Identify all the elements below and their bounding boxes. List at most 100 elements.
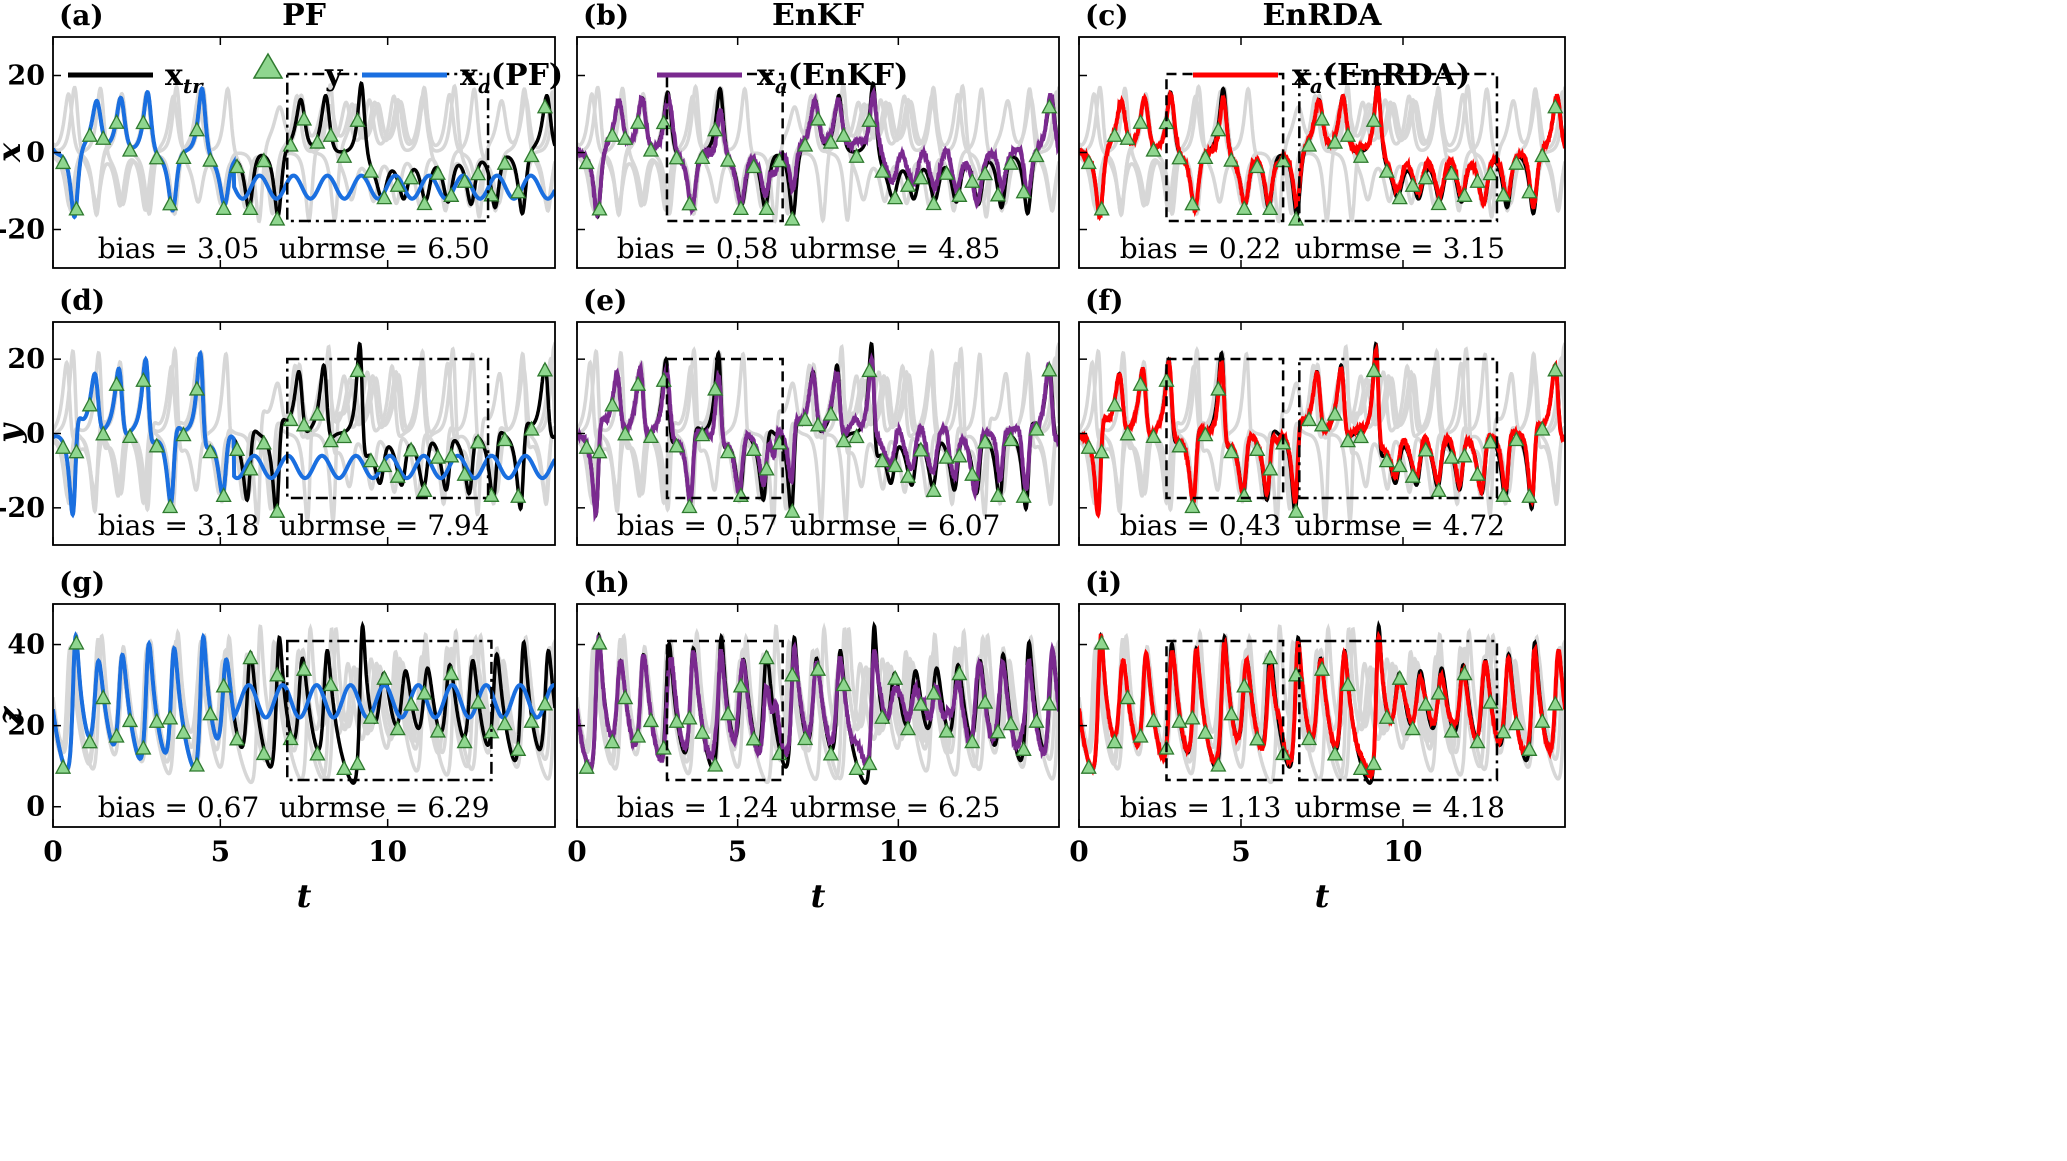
observation-marker xyxy=(215,199,232,215)
observation-marker xyxy=(1313,660,1331,676)
observation-marker xyxy=(1547,98,1564,114)
plot-area xyxy=(577,620,1059,785)
observation-marker xyxy=(719,151,737,167)
observation-marker xyxy=(1262,649,1279,665)
observation-marker xyxy=(694,426,711,442)
observation-marker xyxy=(758,649,775,665)
observation-marker xyxy=(989,486,1007,502)
observation-marker xyxy=(1132,113,1149,129)
observation-marker xyxy=(1197,723,1214,739)
observation-marker xyxy=(925,684,942,700)
observation-marker xyxy=(1326,133,1344,149)
observation-marker xyxy=(938,722,955,738)
observation-marker xyxy=(1080,154,1097,170)
observation-marker xyxy=(951,186,968,202)
observation-marker xyxy=(604,396,621,412)
axes-frame xyxy=(1078,603,1566,828)
observation-marker xyxy=(1171,149,1188,165)
observation-marker xyxy=(1002,154,1019,170)
observation-marker xyxy=(1443,722,1460,738)
observation-marker xyxy=(1339,126,1357,142)
x-tick-label: 10 xyxy=(1384,835,1423,868)
observation-marker xyxy=(148,149,165,165)
x-tick-label: 10 xyxy=(879,835,918,868)
observation-marker xyxy=(148,712,165,728)
observation-marker xyxy=(629,375,647,391)
observation-marker xyxy=(1456,186,1473,202)
observation-marker xyxy=(349,755,366,771)
observation-marker xyxy=(510,740,527,756)
bias-text: bias = 0.22 xyxy=(1120,232,1282,265)
observation-marker xyxy=(1365,755,1382,771)
highlight-box-dashed xyxy=(1165,357,1285,500)
observation-marker xyxy=(1430,684,1447,700)
observation-marker xyxy=(1482,165,1499,181)
panel-label: (a) xyxy=(59,0,104,32)
observation-marker xyxy=(912,441,929,457)
observation-marker xyxy=(1378,708,1395,724)
observation-marker xyxy=(1119,425,1136,441)
observation-marker xyxy=(848,759,865,776)
panel-b: (b) bias = 0.58 ubrmse = 4.85 xyxy=(576,0,1060,269)
observation-marker xyxy=(121,141,139,157)
observation-marker xyxy=(269,666,286,682)
observation-marker xyxy=(135,371,152,387)
observation-marker xyxy=(349,111,366,127)
observation-marker xyxy=(642,428,659,444)
panel-label: (e) xyxy=(583,284,627,317)
x-tick-label: 0 xyxy=(1069,835,1088,868)
y-tick-label: 0 xyxy=(26,419,45,450)
x-tick-label: 0 xyxy=(567,835,586,868)
highlight-box-dashed xyxy=(665,639,784,782)
observation-marker xyxy=(1145,428,1162,444)
observation-marker xyxy=(1508,431,1525,447)
x-axis-label: t xyxy=(297,877,312,915)
observation-marker xyxy=(591,200,608,216)
y-tick-label: -20 xyxy=(0,215,45,246)
observation-marker xyxy=(443,447,460,463)
observation-marker xyxy=(617,129,634,145)
observation-marker xyxy=(469,433,487,449)
observation-marker xyxy=(108,727,125,743)
observation-marker xyxy=(1028,420,1045,436)
observation-marker xyxy=(887,189,904,205)
panel-c: (c) bias = 0.22 ubrmse = 3.15 xyxy=(1078,0,1566,269)
bias-text: bias = 3.05 xyxy=(98,232,260,265)
y-tick-label: 0 xyxy=(26,792,45,823)
panel-e: (e) bias = 0.57 ubrmse = 6.07 xyxy=(576,284,1060,546)
observation-marker xyxy=(175,426,192,442)
observation-marker xyxy=(416,684,433,700)
observation-marker xyxy=(1326,405,1344,421)
observation-marker xyxy=(591,443,608,459)
observation-marker xyxy=(215,487,232,503)
observation-marker xyxy=(1365,111,1382,127)
observation-marker xyxy=(912,169,929,185)
ubrmse-text: ubrmse = 6.29 xyxy=(279,791,489,824)
observation-marker xyxy=(1443,164,1460,180)
observation-marker xyxy=(403,441,420,457)
observation-marker xyxy=(1521,487,1538,503)
observation-marker xyxy=(108,375,125,391)
observation-marker xyxy=(162,195,179,211)
observation-marker xyxy=(1300,411,1318,427)
observation-marker xyxy=(951,447,968,463)
observation-marker xyxy=(848,147,865,163)
observation-marker xyxy=(255,745,272,761)
y-axis-label: z xyxy=(0,706,28,726)
observation-marker xyxy=(848,428,865,444)
bias-text: bias = 0.43 xyxy=(1120,509,1282,542)
bias-text: bias = 0.58 xyxy=(617,232,779,265)
observation-marker xyxy=(1145,712,1162,728)
observation-marker xyxy=(469,165,487,181)
observation-marker xyxy=(376,669,393,685)
ubrmse-text: ubrmse = 4.72 xyxy=(1295,509,1505,542)
observation-marker xyxy=(510,487,527,503)
observation-marker xyxy=(416,481,433,497)
ubrmse-text: ubrmse = 6.50 xyxy=(279,232,489,265)
observation-marker xyxy=(1391,457,1408,473)
observation-marker xyxy=(536,695,554,711)
observation-marker xyxy=(668,149,685,165)
observation-marker xyxy=(1093,634,1110,650)
observation-marker xyxy=(121,712,139,728)
